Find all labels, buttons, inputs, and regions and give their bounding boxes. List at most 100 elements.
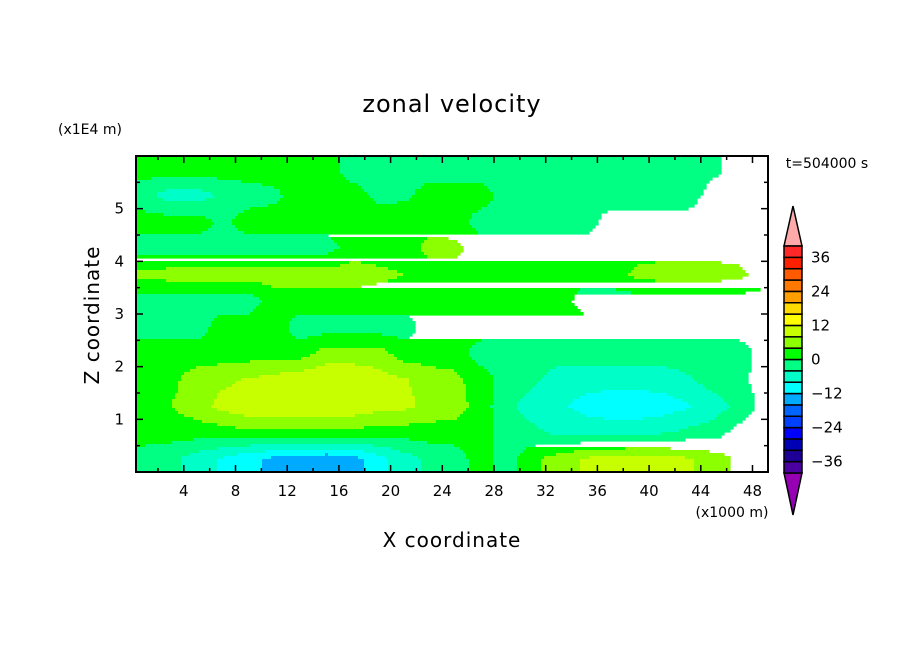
contour-cell — [334, 240, 425, 244]
contour-cell — [667, 393, 719, 397]
x-scale-label: (x1000 m) — [696, 505, 769, 521]
contour-cell — [541, 459, 581, 463]
contour-cell — [535, 384, 704, 388]
contour-cell — [136, 198, 164, 202]
colorbar-box — [783, 256, 803, 270]
colorbar-box — [783, 404, 803, 417]
contour-cell — [694, 378, 749, 382]
contour-cell — [181, 465, 218, 469]
contour-cell — [250, 207, 482, 211]
contour-cell — [253, 309, 581, 313]
contour-cell — [136, 405, 173, 409]
contour-cell — [136, 315, 218, 319]
contour-cell — [358, 456, 386, 460]
contour-cell — [262, 183, 359, 187]
contour-cell — [493, 417, 527, 421]
contour-cell — [550, 369, 680, 373]
contour-cell — [580, 468, 695, 472]
contour-cell — [184, 372, 281, 376]
contour-cell — [472, 213, 602, 217]
contour-cell — [376, 201, 398, 205]
contour-cell — [490, 189, 704, 193]
contour-cell — [364, 459, 389, 463]
contour-cell — [136, 300, 263, 304]
contour-cell — [136, 309, 254, 313]
contour-cell — [292, 318, 413, 322]
contour-cell — [304, 369, 383, 373]
contour-cell — [724, 399, 755, 403]
contour-cell — [217, 447, 392, 451]
contour-cell — [691, 405, 731, 409]
time-label: t=504000 s — [786, 156, 868, 172]
contour-cell — [571, 402, 689, 406]
contour-cell — [436, 420, 494, 424]
contour-cell — [157, 195, 215, 199]
contour-cell — [694, 465, 731, 469]
contour-cell — [136, 306, 257, 310]
contour-cell — [235, 216, 473, 220]
contour-cell — [679, 369, 752, 373]
contour-cell — [556, 453, 725, 457]
contour-cell — [136, 234, 329, 238]
contour-cell — [136, 459, 182, 463]
contour-cell — [712, 390, 752, 394]
colorbar: −36 −24 −12 0 12 24 36 — [783, 205, 843, 516]
contour-cell — [262, 459, 365, 463]
contour-cell — [475, 342, 746, 346]
contour-cell — [136, 303, 260, 307]
contour-cell — [388, 462, 422, 466]
contour-cell — [259, 297, 575, 301]
contour-cell — [136, 312, 251, 316]
contour-cell — [259, 375, 398, 379]
contour-cell — [289, 327, 416, 331]
contour-cell — [397, 270, 632, 274]
contour-cell — [241, 180, 350, 184]
contour-cell — [217, 393, 413, 397]
colorbar-box — [783, 460, 803, 474]
contour-cell — [238, 453, 326, 457]
contour-cell — [136, 426, 236, 430]
contour-cell — [136, 384, 179, 388]
contour-cell — [391, 447, 461, 451]
contour-cell — [457, 417, 494, 421]
contour-cell — [250, 444, 374, 448]
contour-cell — [397, 357, 473, 361]
contour-cell — [136, 228, 209, 232]
contour-cell — [397, 276, 635, 280]
contour-cell — [295, 315, 410, 319]
contour-cell — [493, 429, 545, 433]
contour-cell — [172, 399, 215, 403]
contour-cell — [316, 351, 389, 355]
contour-cell — [469, 462, 494, 466]
contour-cell — [175, 393, 218, 397]
contour-cell — [361, 261, 656, 265]
contour-cell — [517, 468, 542, 472]
contour-cell — [703, 384, 752, 388]
contour-cell — [412, 390, 467, 394]
contour-cell — [544, 375, 692, 379]
chart-title: zonal velocity — [362, 90, 541, 118]
y-tick-label: 1 — [114, 410, 124, 428]
contour-cell — [244, 210, 479, 214]
contour-cell — [136, 462, 182, 466]
contour-cell — [706, 387, 752, 391]
contour-cell — [655, 261, 722, 265]
contour-cell — [580, 411, 674, 415]
contour-cell — [277, 201, 377, 205]
contour-cell — [694, 459, 731, 463]
contour-cell — [364, 450, 401, 454]
contour-cell — [235, 426, 365, 430]
contour-cell — [136, 222, 215, 226]
contour-cell — [493, 420, 530, 424]
contour-cell — [292, 333, 323, 337]
colorbar-box — [783, 438, 803, 452]
contour-cell — [541, 465, 581, 469]
contour-cell — [403, 273, 629, 277]
contour-cell — [136, 450, 200, 454]
contour-cell — [469, 468, 494, 472]
contour-cell — [415, 405, 470, 409]
contour-cell — [364, 465, 389, 469]
contour-cell — [136, 324, 212, 328]
contour-cell — [211, 405, 416, 409]
